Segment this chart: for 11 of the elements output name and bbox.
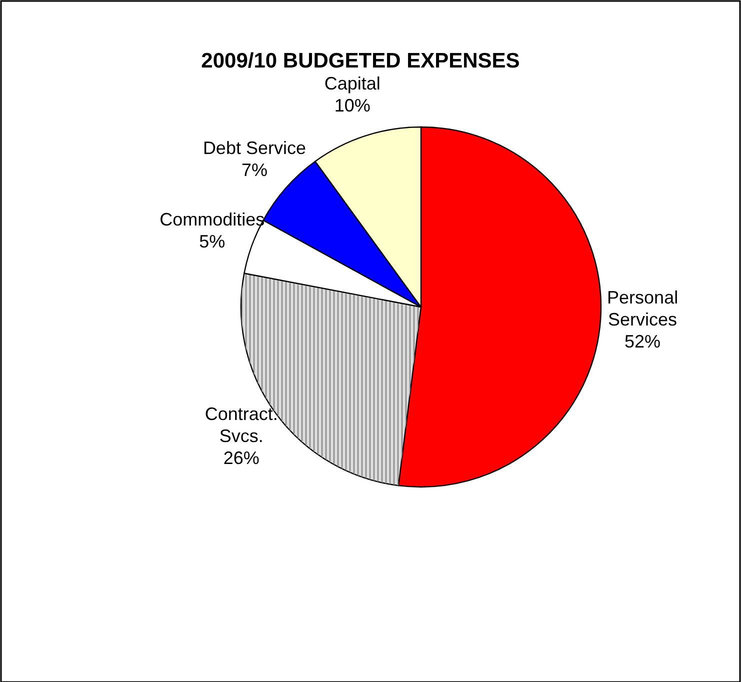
slice-label: Debt Service	[202, 138, 306, 158]
chart-title: 2009/10 BUDGETED EXPENSES	[201, 50, 520, 73]
slice-label: Contract. Svcs.	[204, 404, 278, 446]
slice-label: Personal Services	[607, 288, 678, 330]
data-label: 52%	[624, 332, 661, 352]
data-label: 5%	[199, 232, 226, 252]
slice-label: Commodities	[160, 210, 265, 230]
data-label: 26%	[223, 448, 260, 468]
data-label: 7%	[241, 160, 268, 180]
slice-label: Capital	[324, 74, 380, 94]
data-label: 10%	[334, 96, 370, 116]
